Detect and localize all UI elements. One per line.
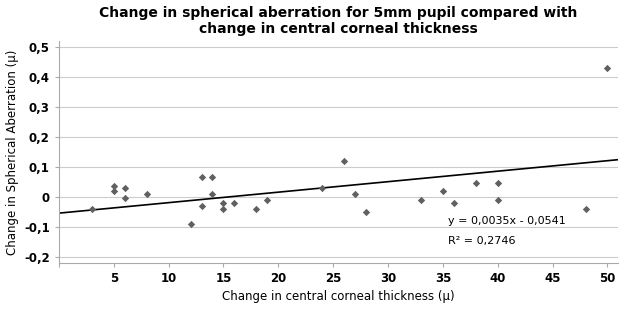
Text: R² = 0,2746: R² = 0,2746 xyxy=(448,236,515,246)
Point xyxy=(208,175,218,180)
Point xyxy=(208,192,218,197)
Point xyxy=(120,196,130,201)
Text: y = 0,0035x - 0,0541: y = 0,0035x - 0,0541 xyxy=(448,216,565,226)
Point xyxy=(251,206,261,211)
Point xyxy=(197,175,207,180)
Point xyxy=(449,201,459,205)
Point xyxy=(87,206,97,211)
Point xyxy=(197,203,207,208)
X-axis label: Change in central corneal thickness (µ): Change in central corneal thickness (µ) xyxy=(222,290,455,303)
Title: Change in spherical aberration for 5mm pupil compared with
change in central cor: Change in spherical aberration for 5mm p… xyxy=(99,6,578,36)
Point xyxy=(142,192,152,197)
Point xyxy=(230,201,240,205)
Point xyxy=(350,192,360,197)
Point xyxy=(185,222,195,226)
Point xyxy=(471,181,481,186)
Point xyxy=(218,201,228,205)
Point xyxy=(218,206,228,211)
Point xyxy=(120,185,130,190)
Point xyxy=(603,66,613,70)
Point xyxy=(109,188,119,193)
Point xyxy=(416,197,426,202)
Point xyxy=(109,184,119,189)
Point xyxy=(493,181,503,186)
Point xyxy=(339,159,349,163)
Point xyxy=(493,197,503,202)
Point xyxy=(317,185,327,190)
Point xyxy=(262,197,272,202)
Point xyxy=(580,206,590,211)
Point xyxy=(438,188,448,193)
Y-axis label: Change in Spherical Aberration (µ): Change in Spherical Aberration (µ) xyxy=(6,49,19,255)
Point xyxy=(361,210,371,214)
